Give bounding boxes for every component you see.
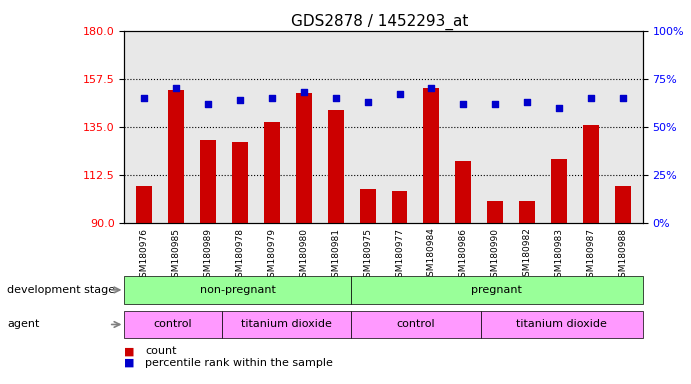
Text: non-pregnant: non-pregnant: [200, 285, 276, 295]
Point: [170, 85, 181, 91]
Text: pregnant: pregnant: [471, 285, 522, 295]
Text: agent: agent: [7, 319, 39, 329]
Text: count: count: [145, 346, 177, 356]
Point: [458, 101, 469, 107]
Bar: [392, 191, 408, 223]
Text: control: control: [153, 319, 192, 329]
Point: [554, 104, 565, 111]
Point: [298, 89, 309, 95]
Text: ■: ■: [124, 358, 135, 368]
Bar: [167, 91, 184, 223]
Bar: [200, 139, 216, 223]
Point: [426, 85, 437, 91]
Point: [618, 95, 629, 101]
Bar: [616, 187, 632, 223]
Point: [586, 95, 597, 101]
Text: GDS2878 / 1452293_at: GDS2878 / 1452293_at: [292, 13, 468, 30]
Point: [202, 101, 213, 107]
Point: [330, 95, 341, 101]
Text: control: control: [397, 319, 435, 329]
Text: ■: ■: [124, 346, 135, 356]
Bar: [424, 88, 439, 223]
Bar: [487, 201, 504, 223]
Point: [234, 97, 245, 103]
Bar: [328, 110, 343, 223]
Bar: [520, 201, 536, 223]
Point: [522, 99, 533, 105]
Point: [362, 99, 373, 105]
Bar: [135, 187, 151, 223]
Bar: [583, 124, 599, 223]
Text: titanium dioxide: titanium dioxide: [516, 319, 607, 329]
Point: [138, 95, 149, 101]
Bar: [263, 122, 280, 223]
Point: [490, 101, 501, 107]
Bar: [455, 161, 471, 223]
Text: titanium dioxide: titanium dioxide: [241, 319, 332, 329]
Bar: [231, 142, 247, 223]
Bar: [296, 93, 312, 223]
Bar: [359, 189, 375, 223]
Text: development stage: development stage: [7, 285, 115, 295]
Bar: [551, 159, 567, 223]
Point: [394, 91, 405, 97]
Text: percentile rank within the sample: percentile rank within the sample: [145, 358, 333, 368]
Point: [266, 95, 277, 101]
